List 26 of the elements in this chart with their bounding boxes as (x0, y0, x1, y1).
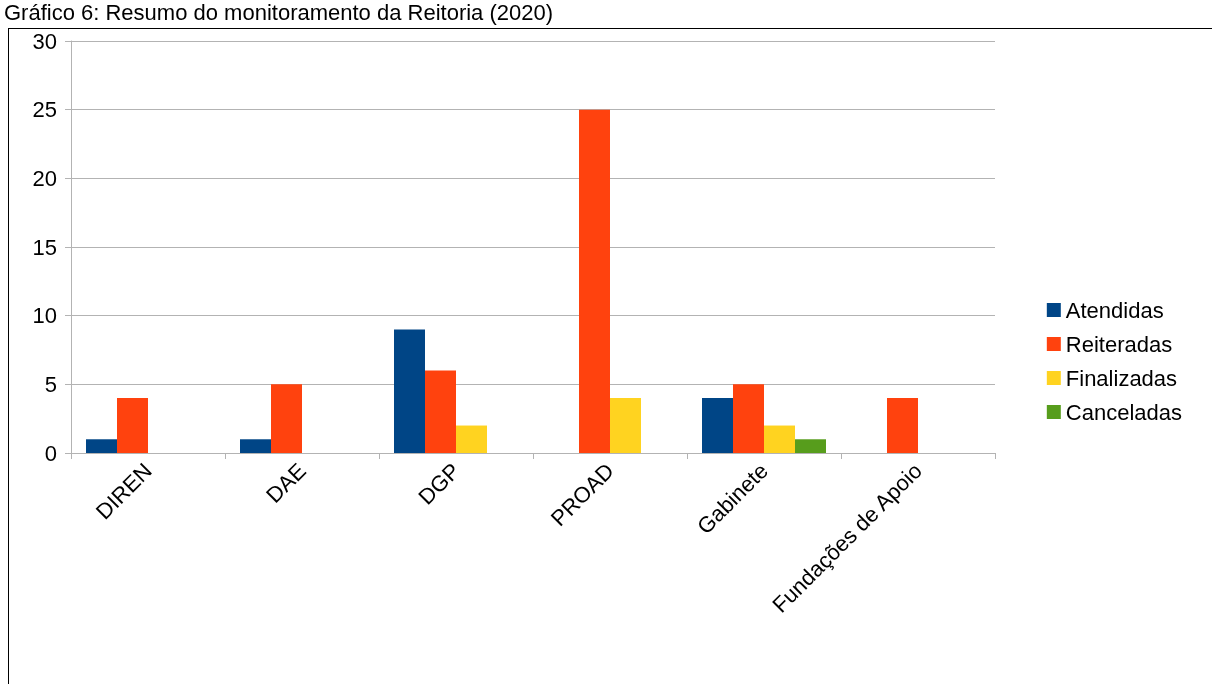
bar (702, 398, 733, 453)
y-tick-label: 20 (32, 165, 57, 191)
bar (764, 425, 795, 453)
y-tick-label: 25 (32, 97, 57, 123)
y-tick-label: 0 (44, 440, 57, 466)
bar (117, 398, 148, 453)
y-tick-label: 15 (32, 234, 57, 260)
legend-label: Finalizadas (1065, 365, 1178, 391)
legend-label: Reiteradas (1065, 331, 1173, 357)
bar (610, 398, 641, 453)
y-tick-label: 10 (32, 303, 57, 329)
bar (86, 439, 117, 453)
bar (271, 384, 302, 453)
bar (456, 425, 487, 453)
y-tick-label: 30 (32, 28, 57, 54)
y-tick-label: 5 (44, 371, 57, 397)
bar (425, 370, 456, 453)
legend-label: Atendidas (1065, 297, 1164, 323)
bar (394, 329, 425, 453)
chart-title: Gráfico 6: Resumo do monitoramento da Reitoria (2020) (4, 0, 554, 26)
bar (240, 439, 271, 453)
bar (733, 384, 764, 453)
bar (795, 439, 826, 453)
bar (579, 109, 610, 453)
bar (887, 398, 918, 453)
legend-label: Canceladas (1065, 399, 1182, 425)
